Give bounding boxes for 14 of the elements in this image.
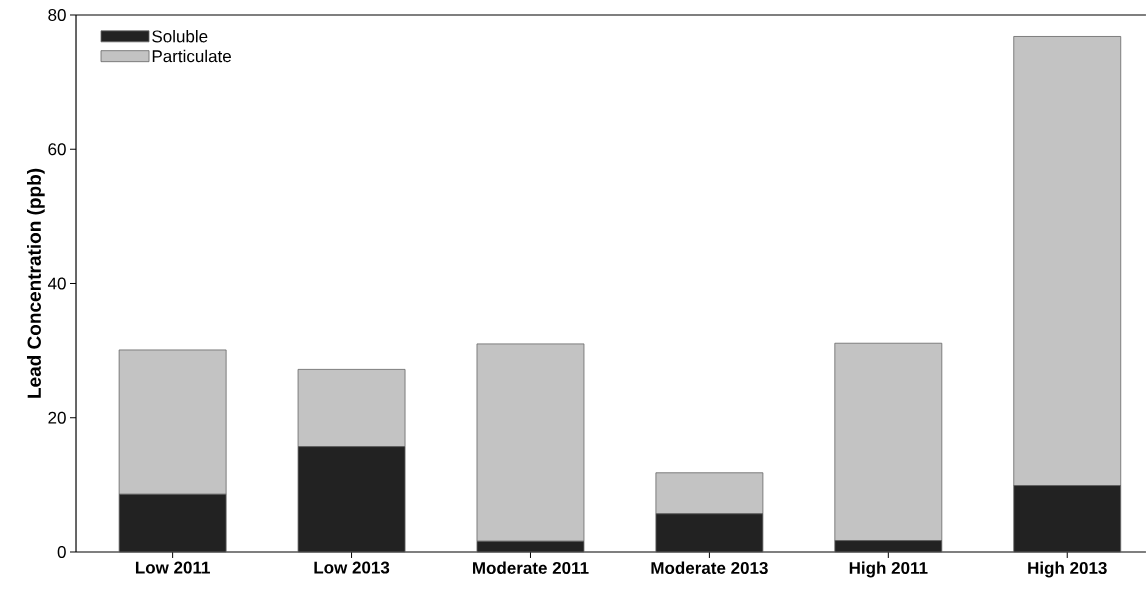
y-tick-label: 80 bbox=[48, 8, 66, 22]
y-tick-label: 40 bbox=[47, 277, 66, 290]
y-tick-label: 60 bbox=[48, 143, 66, 156]
x-tick-label: Moderate 2013 bbox=[651, 561, 768, 575]
y-axis-title: Lead Concentration (ppb) bbox=[26, 168, 45, 398]
x-tick-label: Moderate 2011 bbox=[473, 561, 589, 575]
legend-label: Soluble bbox=[152, 29, 208, 43]
y-tick-label: 0 bbox=[57, 545, 66, 559]
x-tick-label: Low 2013 bbox=[314, 561, 390, 574]
x-tick-label: High 2013 bbox=[1028, 561, 1107, 578]
legend-label: Particulate bbox=[152, 49, 231, 63]
x-tick-label: Low 2011 bbox=[135, 561, 210, 574]
x-tick-label: High 2011 bbox=[849, 561, 928, 578]
y-tick-label: 20 bbox=[48, 411, 66, 424]
